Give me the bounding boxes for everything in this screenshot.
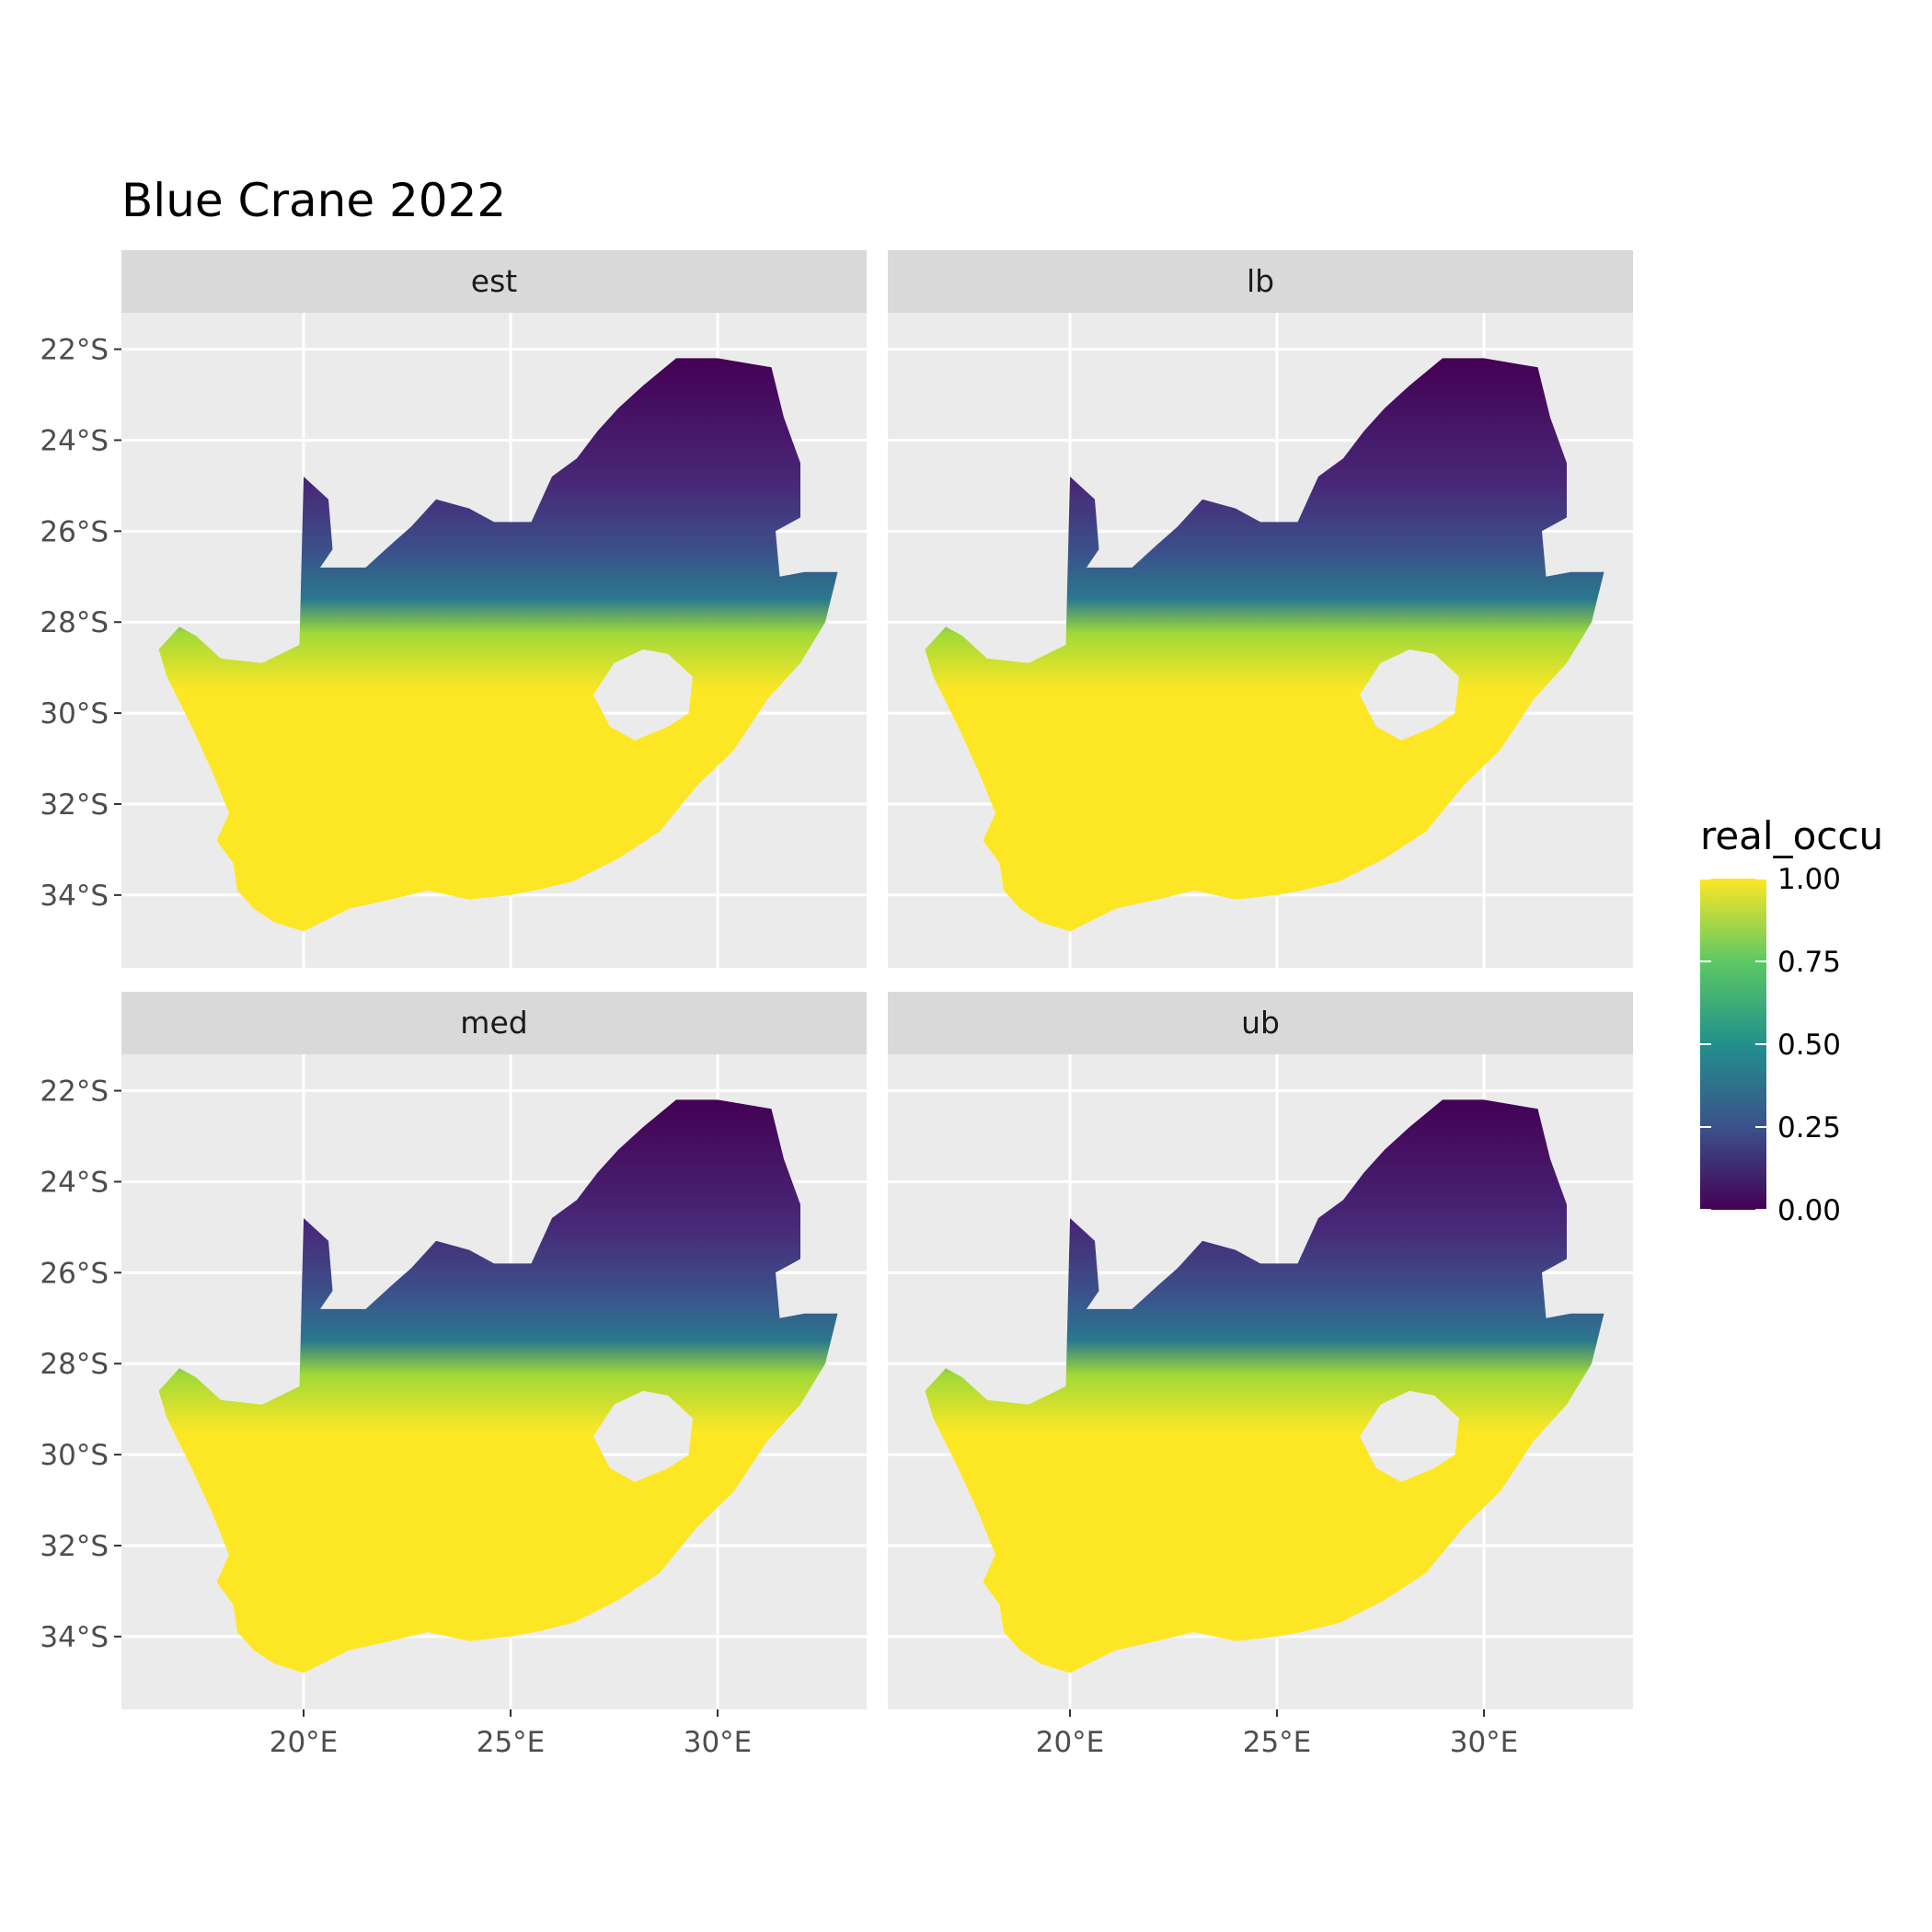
- facet-med: med 22°S 24°S 26°S 28°S 30°S 32°S 34°S 20°E 25°E 3…: [40, 992, 867, 1759]
- occupancy-map: [925, 1099, 1604, 1673]
- x-tick-label: 30°E: [1450, 1726, 1519, 1759]
- y-tick-label: 24°S: [40, 424, 109, 457]
- legend-label: 0.00: [1777, 1194, 1841, 1227]
- y-tick-label: 34°S: [40, 1621, 109, 1654]
- facet-panels: est 22°S 24°S 26°S 28°S 30°S 32°S 34°S lb med 22°S…: [40, 250, 1633, 1759]
- facet-strip: [888, 250, 1633, 313]
- legend-label: 0.75: [1777, 946, 1841, 979]
- y-tick-label: 30°S: [40, 697, 109, 730]
- legend-label: 0.50: [1777, 1029, 1841, 1062]
- y-tick-label: 26°S: [40, 1257, 109, 1290]
- facet-est: est 22°S 24°S 26°S 28°S 30°S 32°S 34°S: [40, 250, 867, 968]
- x-tick-label: 25°E: [1243, 1726, 1312, 1759]
- chart-title: Blue Crane 2022: [121, 174, 506, 227]
- y-tick-label: 26°S: [40, 515, 109, 548]
- y-tick-label: 22°S: [40, 1075, 109, 1109]
- x-tick-label: 25°E: [477, 1726, 546, 1759]
- occupancy-map: [158, 1099, 838, 1673]
- legend-title: real_occu: [1700, 813, 1883, 858]
- y-tick-label: 30°S: [40, 1439, 109, 1472]
- y-tick-label: 32°S: [40, 1530, 109, 1563]
- occupancy-map: [158, 358, 838, 932]
- x-tick-label: 20°E: [270, 1726, 339, 1759]
- x-tick-label: 30°E: [684, 1726, 753, 1759]
- facet-strip-label: med: [460, 1005, 527, 1041]
- facet-strip-label: lb: [1247, 263, 1274, 299]
- facet-strip-label: est: [471, 263, 517, 299]
- legend-label: 1.00: [1777, 863, 1841, 896]
- y-tick-label: 24°S: [40, 1166, 109, 1199]
- facet-strip: [121, 250, 867, 313]
- facet-lb: lb: [888, 250, 1633, 968]
- legend: real_occu 1.00 0.75 0.50 0.25 0.00: [1700, 813, 1883, 1227]
- facet-strip: [888, 992, 1633, 1054]
- facet-strip: [121, 992, 867, 1054]
- facet-strip-label: ub: [1241, 1005, 1280, 1041]
- y-tick-label: 34°S: [40, 880, 109, 913]
- y-tick-label: 28°S: [40, 1348, 109, 1381]
- facet-ub: ub 20°E 25°E 30°E: [888, 992, 1633, 1759]
- y-tick-label: 32°S: [40, 788, 109, 822]
- y-tick-label: 22°S: [40, 334, 109, 367]
- x-tick-label: 20°E: [1036, 1726, 1105, 1759]
- legend-label: 0.25: [1777, 1111, 1841, 1144]
- occupancy-map: [925, 358, 1604, 932]
- y-tick-label: 28°S: [40, 606, 109, 639]
